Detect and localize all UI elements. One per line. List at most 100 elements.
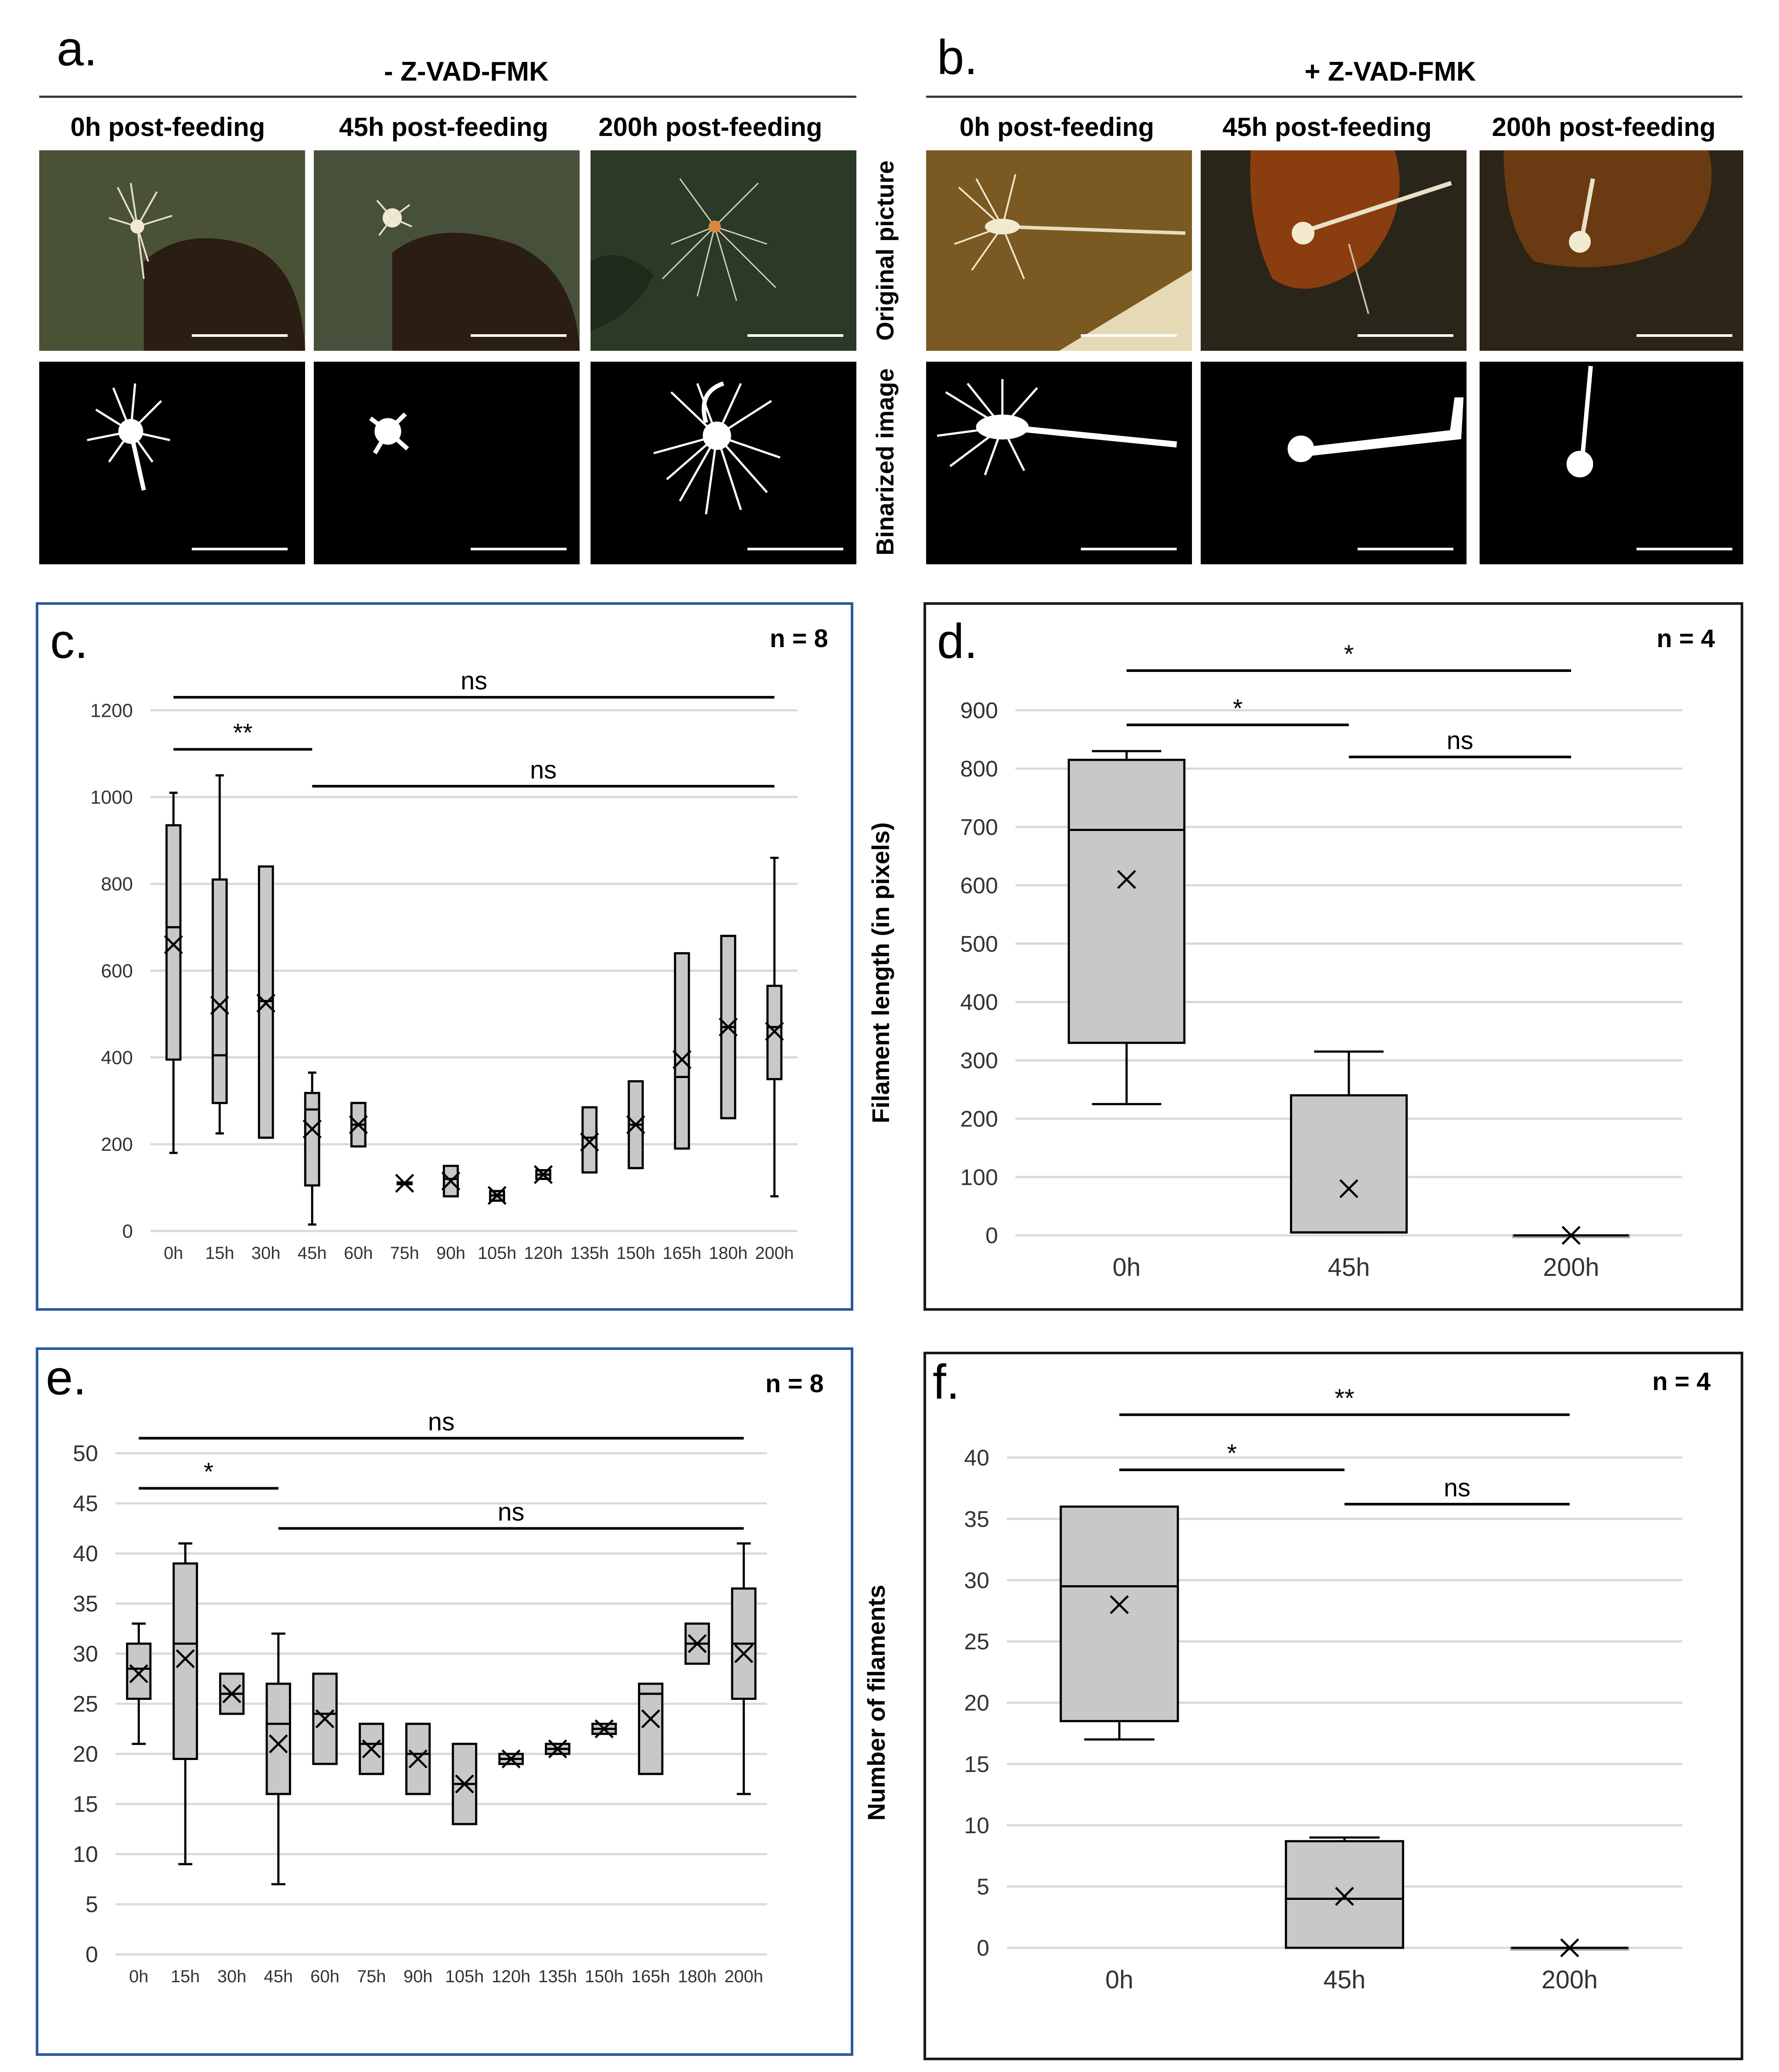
chart-c-category-label: 135h xyxy=(570,1244,609,1263)
chart-c-box-75h xyxy=(395,1173,414,1193)
mean-marker xyxy=(533,1165,553,1184)
box-iqr xyxy=(1067,759,1186,1044)
mean-marker xyxy=(641,1709,660,1729)
chart-e-category-label: 180h xyxy=(678,1967,716,1986)
chart-c-box-165h xyxy=(672,952,692,1150)
chart-d-n-label: n = 4 xyxy=(1657,624,1715,653)
chart-c-n-label: n = 8 xyxy=(770,624,828,653)
chart-f-label: f. xyxy=(933,1355,960,1409)
chart-f-significance-label: ** xyxy=(1334,1384,1354,1413)
mean-marker xyxy=(501,1749,521,1769)
chart-e-category-label: 90h xyxy=(404,1967,433,1986)
mean-marker xyxy=(672,1050,692,1069)
mean-marker xyxy=(349,1115,368,1134)
chart-c-category-label: 15h xyxy=(205,1244,234,1263)
chart-c-category-label: 200h xyxy=(755,1244,794,1263)
chart-e-box-120h xyxy=(498,1749,524,1769)
a-subtitle-45h: 45h post-feeding xyxy=(339,112,548,142)
chart-d-label: d. xyxy=(937,614,978,668)
chart-c-box-200h xyxy=(765,857,784,1197)
mean-marker xyxy=(256,994,275,1013)
mean-marker xyxy=(129,1664,149,1683)
chart-f-significance-label: * xyxy=(1227,1439,1237,1468)
row-label-binarized: Binarized image xyxy=(871,368,899,555)
chart-c-ytick-label: 1200 xyxy=(90,700,133,721)
box-iqr xyxy=(165,824,182,1061)
mean-marker xyxy=(688,1634,707,1653)
chart-c-category-label: 45h xyxy=(298,1244,327,1263)
box-iqr xyxy=(304,1092,320,1187)
chart-e-box-60h xyxy=(312,1672,338,1765)
chart-c-box-30h xyxy=(256,865,275,1139)
chart-d-category-label: 0h xyxy=(1113,1253,1141,1282)
mean-marker xyxy=(1117,870,1136,889)
chart-d-ytick-label: 100 xyxy=(960,1165,998,1190)
chart-c-box-90h xyxy=(441,1165,461,1197)
chart-c-category-label: 165h xyxy=(662,1244,701,1263)
a-photo-details xyxy=(109,178,777,351)
chart-e-box-180h xyxy=(684,1622,710,1665)
chart-e-ytick-label: 25 xyxy=(73,1692,98,1717)
chart-e-category-label: 200h xyxy=(724,1967,763,1986)
chart-c-significance-label: ** xyxy=(233,719,253,747)
mean-marker xyxy=(765,1022,784,1041)
mean-marker xyxy=(548,1739,567,1759)
chart-d-category-label: 45h xyxy=(1328,1253,1370,1282)
chart-c-box-15h xyxy=(210,774,229,1135)
chart-c-box-135h xyxy=(580,1106,599,1174)
chart-c: c. n = 8 0 200 400 600 800 1000 1200 0h 15h 30h 45h 6… xyxy=(36,602,853,1311)
chart-e-box-200h xyxy=(731,1542,757,1795)
box-iqr xyxy=(211,878,228,1104)
box-iqr xyxy=(674,952,690,1150)
chart-c-ytick-label: 600 xyxy=(101,960,133,982)
chart-d-ytick-label: 200 xyxy=(960,1106,998,1132)
chart-e-ytick-label: 30 xyxy=(73,1641,98,1667)
chart-c-box-105h xyxy=(487,1186,507,1205)
chart-d-box-45h xyxy=(1290,1050,1408,1234)
chart-e-box-90h xyxy=(405,1723,431,1795)
a-photo-200h xyxy=(591,150,856,351)
scale-bars xyxy=(192,334,1732,550)
chart-e-category-label: 45h xyxy=(264,1967,293,1986)
chart-e-ytick-label: 0 xyxy=(85,1942,98,1967)
b-binarized-0h xyxy=(926,362,1192,564)
chart-e-category-label: 75h xyxy=(357,1967,386,1986)
mean-marker xyxy=(734,1644,754,1663)
chart-e-box-165h xyxy=(638,1682,664,1775)
mean-marker xyxy=(362,1739,381,1759)
chart-c-category-label: 30h xyxy=(251,1244,281,1263)
mean-marker xyxy=(1560,1938,1579,1957)
chart-c-box-180h xyxy=(719,935,738,1119)
box-iqr xyxy=(1285,1840,1404,1949)
chart-f-ytick-label: 40 xyxy=(964,1445,989,1471)
chart-c-significance-label: ns xyxy=(530,756,557,784)
chart-e-ytick-label: 45 xyxy=(73,1491,98,1516)
chart-f-ytick-label: 0 xyxy=(977,1936,989,1961)
chart-f-significance-label: ns xyxy=(1444,1474,1470,1502)
chart-e-box-45h xyxy=(265,1632,291,1885)
chart-e-box-105h xyxy=(452,1743,478,1825)
chart-e-significance-label: ns xyxy=(498,1498,524,1526)
binarized-shapes xyxy=(87,366,1593,515)
box-iqr xyxy=(1290,1094,1408,1234)
chart-d-ytick-label: 500 xyxy=(960,932,998,957)
chart-c-category-label: 150h xyxy=(616,1244,655,1263)
box-iqr xyxy=(1059,1506,1179,1723)
chart-c-box-150h xyxy=(626,1080,645,1170)
mean-marker xyxy=(210,996,229,1015)
chart-d-box-200h xyxy=(1512,1226,1630,1245)
chart-d-box-0h xyxy=(1067,750,1186,1106)
chart-e-box-135h xyxy=(545,1739,570,1759)
chart-f-ytick-label: 5 xyxy=(977,1875,989,1900)
chart-e-box-0h xyxy=(126,1622,152,1745)
mean-marker xyxy=(441,1171,461,1191)
chart-c-category-label: 75h xyxy=(390,1244,419,1263)
box-iqr xyxy=(581,1106,598,1174)
mean-marker xyxy=(1335,1887,1354,1906)
chart-d-significance-label: * xyxy=(1233,694,1243,722)
b-subtitle-200h: 200h post-feeding xyxy=(1492,112,1715,142)
chart-c-category-label: 120h xyxy=(524,1244,563,1263)
chart-f-n-label: n = 4 xyxy=(1652,1367,1711,1396)
panel-b-header: + Z-VAD-FMK xyxy=(1304,57,1476,87)
